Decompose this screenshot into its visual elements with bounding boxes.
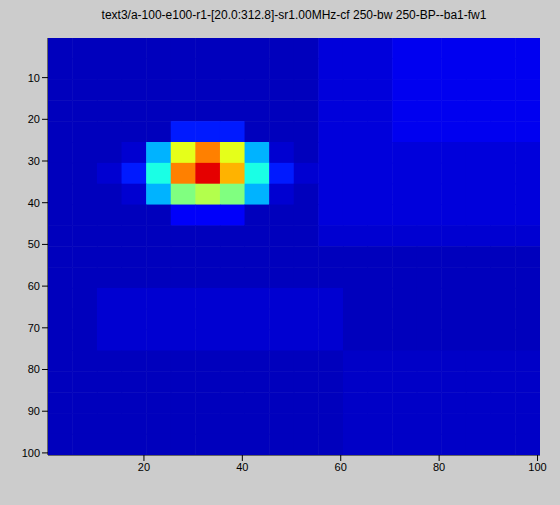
svg-text:40: 40 xyxy=(28,197,40,209)
svg-text:90: 90 xyxy=(28,405,40,417)
svg-text:100: 100 xyxy=(22,447,40,459)
svg-text:20: 20 xyxy=(138,461,150,473)
svg-text:20: 20 xyxy=(28,113,40,125)
svg-text:60: 60 xyxy=(28,280,40,292)
svg-text:50: 50 xyxy=(28,238,40,250)
svg-text:60: 60 xyxy=(335,461,347,473)
svg-text:70: 70 xyxy=(28,322,40,334)
svg-text:80: 80 xyxy=(433,461,445,473)
svg-text:40: 40 xyxy=(236,461,248,473)
svg-text:100: 100 xyxy=(528,461,546,473)
svg-text:80: 80 xyxy=(28,363,40,375)
html-text:text3/a-100-e100-r1-[20.0:312.: text3/a-100-e100-r1-[20.0:312.8]-sr1.00M… xyxy=(101,8,487,22)
svg-text:10: 10 xyxy=(28,72,40,84)
svg-text:30: 30 xyxy=(28,155,40,167)
